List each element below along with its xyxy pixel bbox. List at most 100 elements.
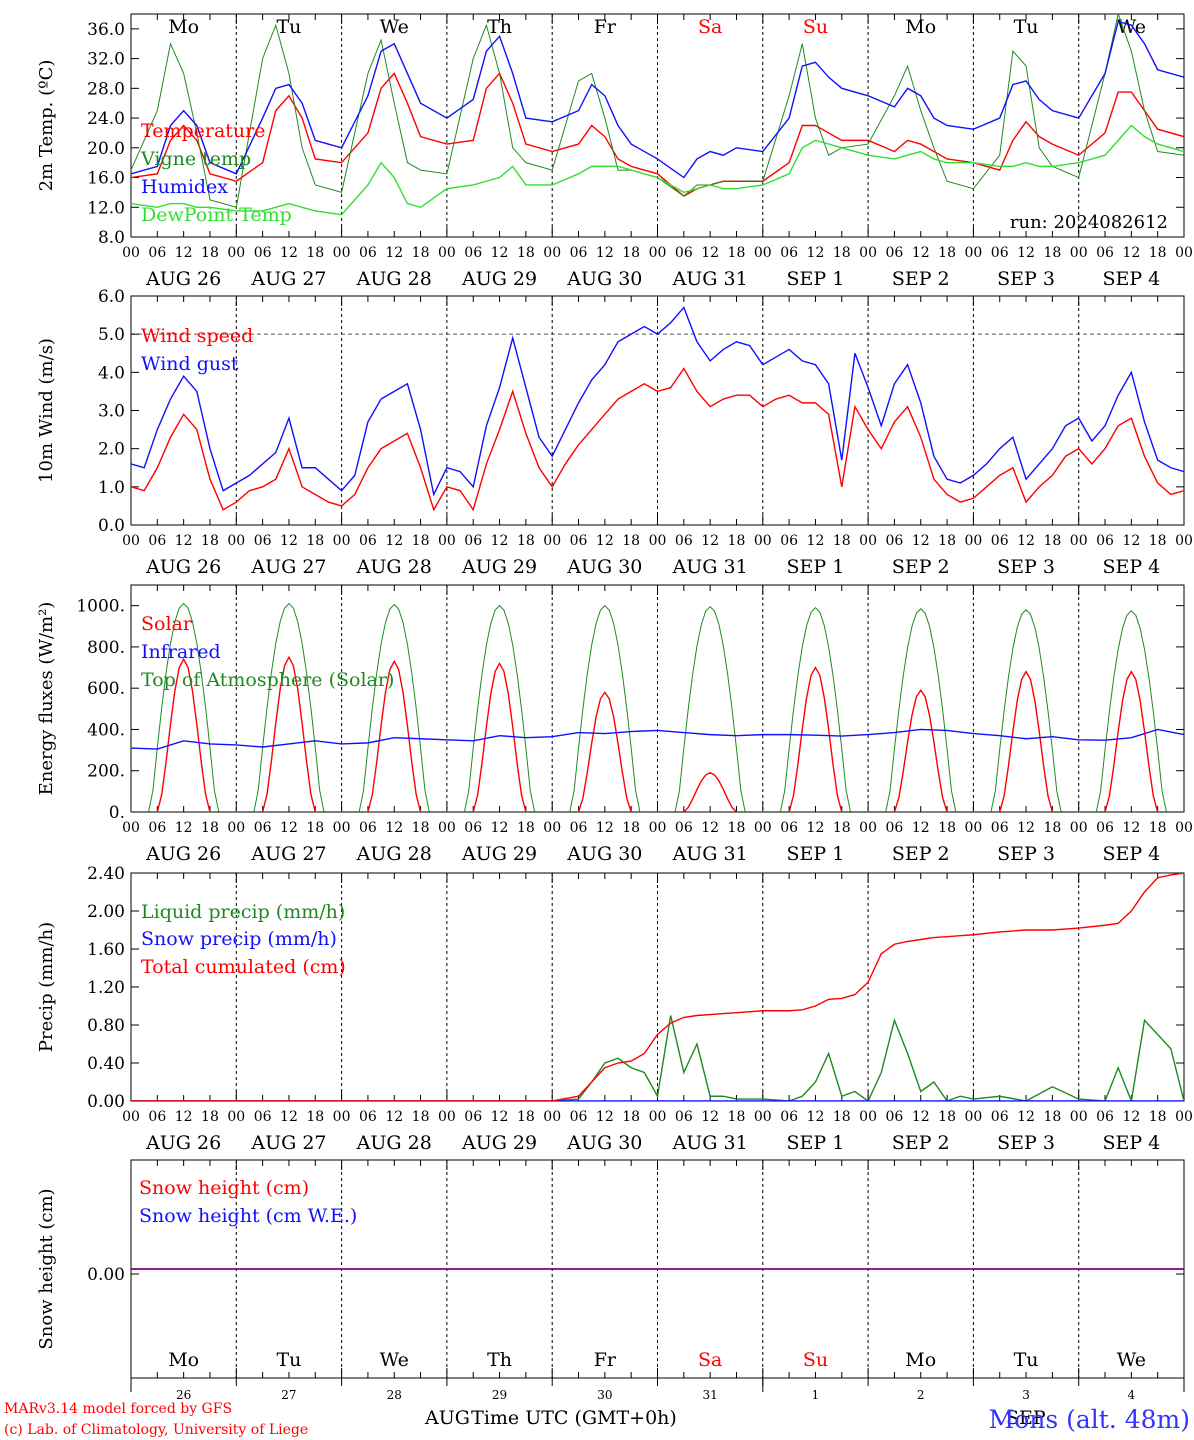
panel2-hour-tick-label: 00: [227, 533, 245, 549]
panel2-day-label: AUG 26: [145, 556, 221, 578]
panel4-hour-tick-label: 12: [912, 1109, 930, 1125]
panel1-day-label: AUG 28: [356, 268, 432, 290]
panel1-hour-tick-label: 06: [780, 245, 798, 261]
panel4-ytick-label: 0.40: [87, 1054, 125, 1074]
panel3-hour-tick-label: 00: [438, 820, 456, 836]
bottom-weekday-label: Fr: [594, 1349, 617, 1371]
panel3-hour-tick-label: 12: [491, 820, 509, 836]
panel4-hour-tick-label: 06: [570, 1109, 588, 1125]
panel3-hour-tick-label: 00: [1175, 820, 1193, 836]
bottom-weekday-label: Tu: [1014, 1349, 1039, 1371]
panel2-day-label: AUG 30: [566, 556, 642, 578]
panel3-hour-tick-label: 18: [938, 820, 956, 836]
panel1-hour-tick-label: 00: [1175, 245, 1193, 261]
panel3-ytick-label: 200.: [87, 762, 125, 782]
panel3-hour-tick-label: 18: [517, 820, 535, 836]
panel2-hour-tick-label: 18: [1149, 533, 1167, 549]
panel4-hour-tick-label: 00: [964, 1109, 982, 1125]
panel4-ytick-label: 1.20: [87, 978, 125, 998]
panel3-ytick-label: 400.: [87, 720, 125, 740]
weekday-label: Th: [487, 16, 512, 38]
panel3-legend-solar: Solar: [141, 613, 193, 635]
panel2-day-label: SEP 2: [892, 556, 950, 578]
panel3-hour-tick-label: 18: [306, 820, 324, 836]
series-wind-speed: [131, 367, 1184, 512]
panel5-ylabel: Snow height (cm): [36, 1188, 57, 1349]
panel4-hour-tick-label: 12: [491, 1109, 509, 1125]
panel1-ytick-label: 32.0: [87, 50, 125, 70]
panel2-hour-tick-label: 06: [886, 533, 904, 549]
weekday-label: We: [380, 16, 409, 38]
panel1-hour-tick-label: 06: [886, 245, 904, 261]
weekday-label: Fr: [594, 16, 617, 38]
panel3-hour-tick-label: 06: [359, 820, 377, 836]
weekday-label: Mo: [168, 16, 199, 38]
panel4-hour-tick-label: 00: [122, 1109, 140, 1125]
panel1-hour-tick-label: 12: [596, 245, 614, 261]
panel1-legend-humidex: Humidex: [141, 176, 228, 198]
panel1-day-label: SEP 4: [1102, 268, 1160, 290]
panel4-ylabel: Precip (mm/h): [36, 922, 57, 1052]
weekday-label: Tu: [1014, 16, 1039, 38]
panel2-hour-tick-label: 06: [570, 533, 588, 549]
panel1-hour-tick-label: 06: [1096, 245, 1114, 261]
panel4-day-label: SEP 2: [892, 1132, 950, 1154]
panel4-day-label: AUG 26: [145, 1132, 221, 1154]
panel2-hour-tick-label: 12: [491, 533, 509, 549]
panel3-hour-tick-label: 18: [201, 820, 219, 836]
panel2-ytick-label: 3.0: [98, 402, 125, 422]
panel1-hour-tick-label: 18: [938, 245, 956, 261]
panel3-hour-tick-label: 06: [570, 820, 588, 836]
panel3-day-label: AUG 26: [145, 843, 221, 865]
bottom-weekday-label: Tu: [276, 1349, 301, 1371]
series-toa-solar: [131, 602, 1184, 812]
panel1-hour-tick-label: 06: [464, 245, 482, 261]
panel4-hour-tick-label: 12: [701, 1109, 719, 1125]
panel1-legend-vigne-temp: Vigne temp: [140, 148, 251, 170]
panel1-hour-tick-label: 00: [754, 245, 772, 261]
panel2-hour-tick-label: 12: [596, 533, 614, 549]
panel2-hour-tick-label: 06: [464, 533, 482, 549]
panel3-ytick-label: 0.: [109, 803, 125, 823]
panel1-hour-tick-label: 12: [280, 245, 298, 261]
series-humidex: [131, 20, 1184, 179]
panel4-ytick-label: 0.80: [87, 1016, 125, 1036]
station-label: Mons (alt. 48m): [989, 1405, 1190, 1434]
panel2-hour-tick-label: 00: [543, 533, 561, 549]
panel1-hour-tick-label: 18: [306, 245, 324, 261]
panel3-legend-infrared: Infrared: [141, 641, 221, 663]
panel1-day-label: AUG 29: [461, 268, 537, 290]
panel1-hour-tick-label: 12: [1017, 245, 1035, 261]
panel3-hour-tick-label: 06: [464, 820, 482, 836]
bottom-weekday-label: Sa: [698, 1349, 722, 1371]
run-label: run: 2024082612: [1010, 212, 1168, 233]
panel1-ytick-label: 24.0: [87, 109, 125, 129]
panel3-hour-tick-label: 12: [385, 820, 403, 836]
panel1-hour-tick-label: 00: [543, 245, 561, 261]
panel4-hour-tick-label: 06: [254, 1109, 272, 1125]
series-dewpoint-temp: [131, 124, 1184, 216]
series-wind-gust: [131, 306, 1184, 497]
panel1-hour-tick-label: 18: [728, 245, 746, 261]
panel4-hour-tick-label: 18: [833, 1109, 851, 1125]
panel4-hour-tick-label: 12: [1122, 1109, 1140, 1125]
panel4-hour-tick-label: 00: [333, 1109, 351, 1125]
panel2-day-label: AUG 29: [461, 556, 537, 578]
panel2-hour-tick-label: 00: [1175, 533, 1193, 549]
panel3-day-label: SEP 1: [787, 843, 845, 865]
panel1-hour-tick-label: 06: [675, 245, 693, 261]
weekday-label: Tu: [276, 16, 301, 38]
panel3-day-label: AUG 30: [566, 843, 642, 865]
panel4-hour-tick-label: 06: [886, 1109, 904, 1125]
bottom-weekday-label: Th: [487, 1349, 512, 1371]
panel3-hour-tick-label: 12: [175, 820, 193, 836]
panel3-day-label: SEP 2: [892, 843, 950, 865]
panel1-hour-tick-label: 12: [1122, 245, 1140, 261]
panel4-day-label: AUG 27: [250, 1132, 326, 1154]
panel4-hour-tick-label: 06: [780, 1109, 798, 1125]
panel2-hour-tick-label: 06: [780, 533, 798, 549]
panel4-hour-tick-label: 00: [1070, 1109, 1088, 1125]
panel4-hour-tick-label: 12: [1017, 1109, 1035, 1125]
panel3-hour-tick-label: 00: [122, 820, 140, 836]
panel1-hour-tick-label: 00: [964, 245, 982, 261]
